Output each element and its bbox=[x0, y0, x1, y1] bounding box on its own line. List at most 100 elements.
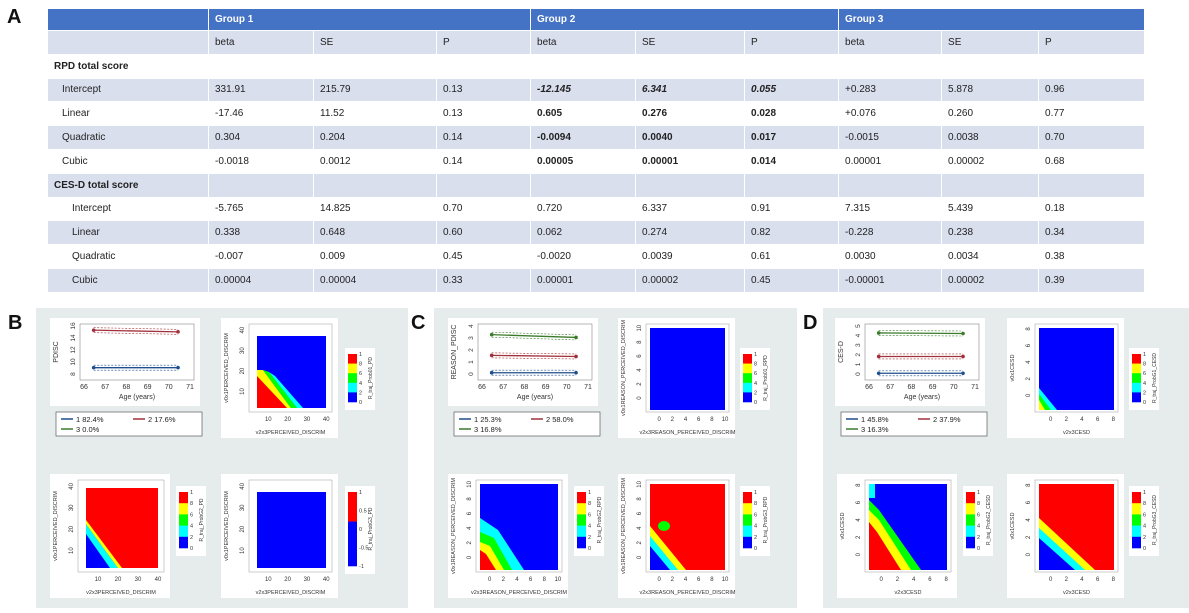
value-cell: 0.00002 bbox=[635, 267, 746, 293]
colorbar-segment bbox=[743, 382, 752, 393]
trajectory-point bbox=[961, 331, 965, 336]
heatmap-y-label: v0x1PERCEIVED_DISCRIM bbox=[224, 491, 230, 561]
colorbar-label: R_traj_ProbG3_PD bbox=[368, 507, 374, 550]
value-cell: 6.337 bbox=[635, 196, 746, 222]
colorbar-tick: 4 bbox=[190, 524, 193, 530]
row-label: Quadratic bbox=[47, 244, 209, 269]
colorbar-tick: 6 bbox=[1143, 512, 1146, 518]
table-group-header: Group 1 Group 2 Group 3 bbox=[47, 8, 1146, 31]
table-row: Intercept -5.765 14.825 0.70 0.720 6.337 0.91 7… bbox=[47, 196, 1146, 222]
empty-cell bbox=[941, 53, 1040, 79]
heatmap-y-tick: 10 bbox=[240, 388, 246, 395]
heat-region bbox=[86, 534, 110, 568]
empty-cell bbox=[313, 53, 437, 79]
colorbar-tick: 4 bbox=[977, 524, 980, 530]
value-cell: 0.14 bbox=[435, 125, 532, 150]
value-cell: 0.00002 bbox=[941, 267, 1040, 293]
empty-cell bbox=[1038, 53, 1146, 79]
heatmap-y-tick: 2 bbox=[467, 540, 473, 544]
subheader-corner bbox=[47, 30, 209, 55]
value-cell: 0.38 bbox=[1038, 244, 1146, 269]
panel-label-d: D bbox=[803, 312, 818, 334]
trajectory-point bbox=[876, 331, 881, 335]
colorbar-tick: 0 bbox=[1143, 546, 1146, 552]
y-tick-label: 2 bbox=[855, 353, 862, 357]
panel-label-b: B bbox=[8, 312, 23, 334]
heatmap-y-tick: 8 bbox=[467, 497, 473, 501]
colorbar-segment bbox=[1132, 525, 1141, 538]
value-cell: 0.648 bbox=[313, 220, 437, 246]
value-cell: 0.18 bbox=[1038, 196, 1146, 222]
colorbar-tick: -1 bbox=[359, 564, 364, 570]
heatmap-x-tick: 20 bbox=[115, 577, 122, 583]
heatmap-y-tick: 0 bbox=[467, 555, 473, 559]
x-tick-label: 68 bbox=[521, 384, 529, 391]
heatmap-x-tick: 4 bbox=[515, 577, 519, 583]
colorbar-tick: 4 bbox=[754, 524, 757, 530]
value-cell: 0.39 bbox=[1038, 267, 1146, 293]
colorbar-segment bbox=[348, 506, 357, 522]
colorbar-segment bbox=[743, 525, 752, 538]
colorbar-segment bbox=[179, 525, 188, 538]
trajectory-point bbox=[574, 354, 578, 359]
y-tick-label: 10 bbox=[70, 358, 77, 366]
row-label: Intercept bbox=[47, 196, 209, 222]
trajectory-point bbox=[91, 328, 96, 332]
value-cell: 0.009 bbox=[313, 244, 437, 269]
heatmap-y-tick: 10 bbox=[467, 480, 473, 487]
heatmap-x-tick: 4 bbox=[1080, 577, 1084, 583]
heatmap-x-label: v2x3PERCEIVED_DISCRIM bbox=[256, 590, 326, 596]
heatmap-x-tick: 2 bbox=[671, 417, 675, 423]
x-tick-label: 71 bbox=[971, 384, 979, 391]
heat-region bbox=[650, 546, 670, 570]
heatmap-x-label: v2x3CESD bbox=[1063, 590, 1090, 596]
value-cell: 0.338 bbox=[208, 220, 314, 246]
heatmap-x-tick: 6 bbox=[697, 577, 701, 583]
colorbar-segment bbox=[348, 536, 357, 552]
x-tick-label: 69 bbox=[929, 384, 937, 391]
heatmap-x-tick: 6 bbox=[1096, 577, 1100, 583]
column-header: beta bbox=[838, 30, 943, 55]
heatmap-x-tick: 2 bbox=[1065, 577, 1069, 583]
heat-region bbox=[1039, 400, 1045, 410]
heatmap-y-tick: 10 bbox=[69, 547, 75, 554]
heatmap-y-tick: 0 bbox=[637, 396, 643, 400]
y-tick-label: 12 bbox=[70, 346, 77, 354]
colorbar-tick: 0 bbox=[754, 400, 757, 406]
trajectory-line bbox=[93, 329, 179, 333]
ci-line bbox=[93, 332, 179, 335]
colorbar-tick: 8 bbox=[190, 501, 193, 507]
colorbar-tick: 2 bbox=[754, 390, 757, 396]
heat-region bbox=[650, 328, 725, 410]
heatmap-x-tick: 2 bbox=[1065, 417, 1069, 423]
figure-panel-d: 0 1 2 3 4 5 CES-D 66 67 68 69 70 71 Age (years) 1 45.8… bbox=[823, 308, 1189, 608]
colorbar-tick: 8 bbox=[977, 501, 980, 507]
colorbar-segment bbox=[348, 373, 357, 384]
empty-cell bbox=[744, 53, 840, 79]
colorbar-tick: 0 bbox=[1143, 400, 1146, 406]
figure-panel-b: 8 10 12 14 16 PDISC 66 67 68 69 70 71 Age (years) 1 8… bbox=[36, 308, 408, 608]
heat-region bbox=[658, 521, 670, 531]
value-cell: 0.70 bbox=[1038, 125, 1146, 150]
colorbar-segment bbox=[348, 492, 357, 508]
x-tick-label: 70 bbox=[950, 384, 958, 391]
colorbar-segment bbox=[743, 492, 752, 504]
colorbar-segment bbox=[1132, 363, 1141, 374]
value-cell: -0.0020 bbox=[530, 244, 637, 269]
value-cell: 0.00001 bbox=[530, 267, 637, 293]
heatmap-x-tick: 0 bbox=[1049, 577, 1053, 583]
ci-line bbox=[491, 352, 577, 355]
x-axis-label: Age (years) bbox=[517, 394, 553, 401]
ci-line bbox=[93, 327, 179, 330]
column-header: SE bbox=[941, 30, 1040, 55]
colorbar-segment bbox=[577, 503, 586, 515]
trajectory-point bbox=[961, 354, 965, 359]
trajectory-point bbox=[574, 335, 578, 340]
colorbar-tick: 0 bbox=[977, 546, 980, 552]
trajectory-point bbox=[176, 330, 180, 334]
heatmap-y-label: v0x1PERCEIVED_DISCRIM bbox=[224, 333, 230, 403]
value-cell: 0.055 bbox=[744, 77, 840, 103]
colorbar-segment bbox=[743, 536, 752, 549]
colorbar-segment bbox=[179, 514, 188, 526]
value-cell: -0.0015 bbox=[838, 125, 943, 150]
